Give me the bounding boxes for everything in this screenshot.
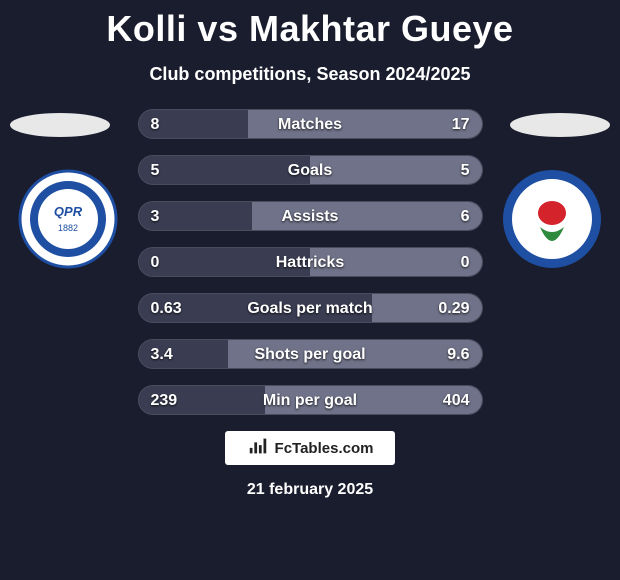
chart-icon [247, 435, 269, 462]
stat-label: Goals per match [139, 294, 482, 323]
club-crest-left: QPR 1882 [18, 169, 118, 269]
branding-badge: FcTables.com [225, 431, 395, 465]
stat-label: Matches [139, 110, 482, 139]
player-right-shadow [510, 113, 610, 137]
stat-row: 36Assists [138, 201, 483, 231]
branding-text: FcTables.com [275, 440, 374, 457]
comparison-content: QPR 1882 817Matches 55Goals 36Assists 00Hat… [0, 109, 620, 415]
stat-row: 239404Min per goal [138, 385, 483, 415]
comparison-subtitle: Club competitions, Season 2024/2025 [0, 64, 620, 85]
club-crest-right [502, 169, 602, 269]
stat-label: Goals [139, 156, 482, 185]
stat-label: Hattricks [139, 248, 482, 277]
comparison-title: Kolli vs Makhtar Gueye [0, 0, 620, 50]
player-left-shadow [10, 113, 110, 137]
stat-label: Shots per goal [139, 340, 482, 369]
stat-row: 3.49.6Shots per goal [138, 339, 483, 369]
stat-label: Assists [139, 202, 482, 231]
svg-text:QPR: QPR [54, 204, 83, 219]
stat-row: 817Matches [138, 109, 483, 139]
stat-row: 0.630.29Goals per match [138, 293, 483, 323]
stat-row: 55Goals [138, 155, 483, 185]
stat-label: Min per goal [139, 386, 482, 415]
stats-bars-container: 817Matches 55Goals 36Assists 00Hattricks 0.6… [138, 109, 483, 415]
stat-row: 00Hattricks [138, 247, 483, 277]
comparison-date: 21 february 2025 [0, 481, 620, 499]
svg-text:1882: 1882 [58, 223, 78, 233]
